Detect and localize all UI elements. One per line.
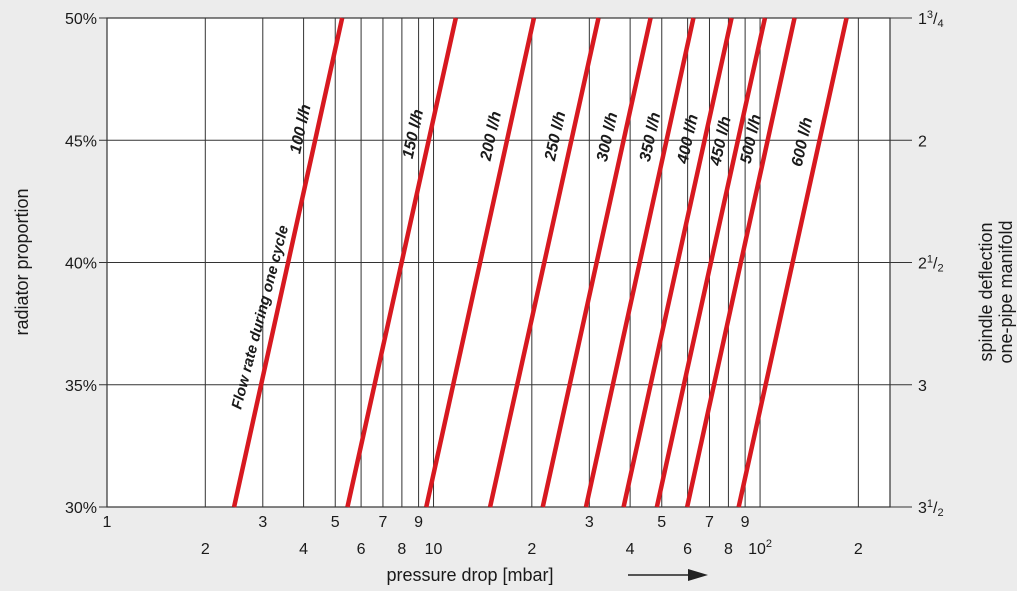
series-line-5: [583, 17, 696, 508]
series-lines: [231, 17, 849, 508]
y-axis-title-right-line2: one-pipe manifold: [996, 220, 1016, 363]
series-line-3: [487, 17, 601, 508]
series-line-4: [540, 17, 653, 508]
x-tick-4: 5: [331, 514, 340, 531]
x-tick-17: 9: [741, 514, 750, 531]
x-tick-16: 8: [724, 541, 733, 558]
x-tick-7: 8: [397, 541, 406, 558]
y-tick-right-2: 21/2: [918, 254, 944, 275]
x-tick-1: 2: [201, 541, 210, 558]
y-axis-title-right-line1: spindle deflection: [976, 222, 996, 361]
y-tick-left-1: 35%: [65, 378, 97, 395]
y-tick-right-3: 3: [918, 378, 927, 395]
series-line-2: [424, 17, 537, 508]
x-tick-8: 9: [414, 514, 423, 531]
x-tick-15: 7: [705, 514, 714, 531]
y-tick-left-2: 40%: [65, 256, 97, 273]
x-tick-12: 4: [626, 541, 635, 558]
series-line-8: [684, 17, 797, 508]
x-tick-0: 1: [103, 514, 112, 531]
y-tick-left-0: 30%: [65, 500, 97, 517]
x-tick-11: 3: [585, 514, 594, 531]
y-tick-labels-right: 13/4 2 21/2 3 31/2: [918, 9, 944, 519]
series-line-6: [621, 17, 734, 508]
x-tick-9: 10: [425, 541, 443, 558]
series-line-7: [654, 17, 768, 508]
series-line-0: [231, 17, 345, 508]
x-tick-6: 7: [378, 514, 387, 531]
y-tick-labels-left: 30% 35% 40% 45% 50%: [65, 11, 97, 517]
y-tick-left-4: 50%: [65, 11, 97, 28]
arrow-head: [688, 569, 708, 581]
x-tick-18: 102: [748, 538, 772, 558]
y-tick-left-3: 45%: [65, 133, 97, 150]
series-line-1: [345, 17, 458, 508]
x-tick-19: 2: [854, 541, 863, 558]
x-tick-10: 2: [527, 541, 536, 558]
x-tick-3: 4: [299, 541, 308, 558]
direction-arrow: [628, 569, 708, 581]
grid-lines: [99, 17, 912, 508]
y-tick-right-1: 2: [918, 133, 927, 150]
y-tick-right-0: 13/4: [918, 9, 944, 30]
y-axis-title-left: radiator proportion: [12, 188, 32, 335]
x-tick-14: 6: [683, 541, 692, 558]
y-tick-right-4: 31/2: [918, 498, 944, 519]
x-tick-13: 5: [657, 514, 666, 531]
series-line-9: [736, 17, 849, 508]
x-axis-title: pressure drop [mbar]: [386, 565, 553, 585]
x-tick-2: 3: [258, 514, 267, 531]
x-tick-5: 6: [357, 541, 366, 558]
